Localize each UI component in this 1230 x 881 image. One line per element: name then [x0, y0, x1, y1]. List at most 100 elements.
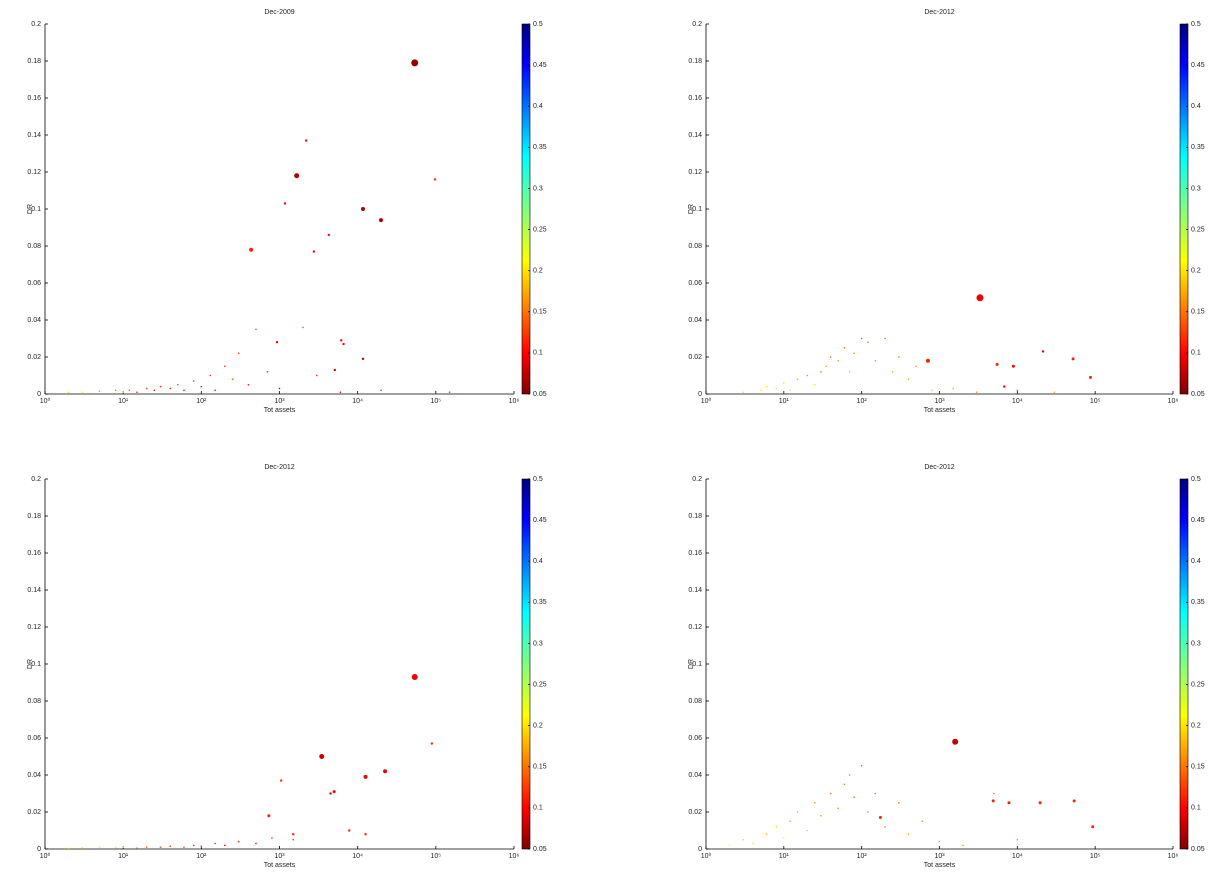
colorbar — [1179, 23, 1189, 395]
y-tick-label: 0.04 — [27, 772, 41, 779]
y-tick-label: 0.14 — [688, 132, 702, 139]
point — [122, 846, 124, 848]
point — [224, 844, 226, 847]
point — [332, 790, 336, 794]
y-tick-label: 0.14 — [27, 132, 41, 139]
point — [938, 840, 941, 843]
point — [364, 833, 367, 836]
point — [183, 389, 185, 392]
point — [292, 838, 295, 841]
y-tick-label: 0.1 — [31, 206, 41, 213]
point — [829, 356, 832, 358]
point — [1016, 389, 1019, 392]
x-tick-label: 10⁵ — [430, 853, 441, 860]
point — [742, 391, 744, 393]
point — [825, 365, 827, 368]
x-axis-label: Tot assets — [264, 862, 296, 869]
y-tick-label: 0.02 — [688, 354, 702, 361]
y-tick-label: 0.08 — [27, 243, 41, 250]
panel-title: Dec-2012 — [924, 464, 954, 471]
y-tick-label: 0.06 — [27, 280, 41, 287]
point — [995, 362, 999, 366]
y-tick-label: 0.1 — [692, 206, 702, 213]
point — [224, 365, 226, 368]
x-tick-label: 10¹ — [779, 398, 790, 405]
point — [853, 352, 855, 355]
y-tick-label: 0.08 — [27, 698, 41, 705]
y-tick-label: 0 — [698, 391, 702, 398]
point — [255, 842, 257, 845]
point — [976, 294, 984, 302]
x-tick-label: 10⁶ — [509, 853, 520, 860]
point — [775, 387, 778, 390]
point — [898, 801, 900, 804]
point — [783, 837, 785, 839]
y-tick-label: 0.14 — [688, 587, 702, 594]
point — [271, 837, 273, 839]
point — [136, 391, 138, 393]
y-tick-label: 0.18 — [688, 58, 702, 65]
point — [848, 774, 851, 776]
colorbar-tick-label: 0.15 — [1191, 309, 1205, 316]
colorbar — [521, 23, 531, 395]
point — [304, 139, 308, 142]
y-tick-label: 0.12 — [27, 169, 41, 176]
colorbar-tick-label: 0.5 — [1191, 21, 1201, 28]
point — [283, 202, 287, 205]
point — [952, 738, 959, 745]
point — [361, 357, 365, 361]
colorbar-tick-label: 0.45 — [1191, 62, 1205, 69]
colorbar-tick-label: 0.3 — [1191, 640, 1201, 647]
point — [975, 391, 978, 393]
point — [159, 385, 162, 388]
point — [752, 842, 754, 845]
x-tick-label: 10⁴ — [1012, 853, 1023, 860]
point — [348, 829, 351, 832]
point — [145, 387, 148, 390]
point — [907, 378, 910, 381]
x-tick-label: 10¹ — [779, 853, 790, 860]
x-tick-label: 10⁵ — [1090, 853, 1101, 860]
point — [183, 846, 185, 848]
x-tick-label: 10⁰ — [40, 852, 51, 860]
point — [247, 383, 250, 386]
point — [1041, 350, 1045, 353]
x-tick-label: 10¹ — [118, 398, 129, 405]
point — [1016, 838, 1019, 841]
colorbar-tick-label: 0.2 — [1191, 268, 1201, 275]
point — [209, 374, 212, 377]
colorbar-tick-label: 0.2 — [533, 723, 543, 730]
x-tick-label: 10³ — [934, 853, 945, 860]
colorbar-tick-label: 0.05 — [533, 846, 547, 853]
point — [931, 389, 933, 392]
y-tick-label: 0.2 — [31, 476, 41, 483]
point — [380, 389, 382, 392]
point — [315, 374, 318, 377]
point — [829, 792, 832, 795]
point — [433, 178, 437, 181]
point — [874, 792, 877, 795]
x-tick-label: 10⁵ — [1090, 398, 1101, 405]
point — [1007, 801, 1011, 805]
point — [214, 842, 216, 845]
point — [1038, 801, 1042, 805]
colorbar-tick-label: 0.3 — [1191, 185, 1201, 192]
colorbar-tick-label: 0.25 — [1191, 681, 1205, 688]
colorbar-tick-label: 0.3 — [533, 640, 543, 647]
point — [145, 846, 148, 848]
point — [860, 764, 863, 767]
y-tick-label: 0.16 — [688, 550, 702, 557]
y-tick-label: 0.04 — [27, 317, 41, 324]
colorbar-tick-label: 0.05 — [1191, 846, 1205, 853]
point — [925, 358, 930, 363]
colorbar-tick-label: 0.1 — [1191, 805, 1201, 812]
point — [411, 673, 418, 680]
point — [192, 380, 195, 382]
y-tick-label: 0.04 — [688, 772, 702, 779]
x-tick-label: 10⁴ — [352, 853, 363, 860]
colorbar-tick-label: 0.4 — [1191, 103, 1201, 110]
point — [867, 341, 869, 344]
y-tick-label: 0.12 — [688, 624, 702, 631]
point — [67, 847, 70, 849]
point — [742, 838, 744, 841]
